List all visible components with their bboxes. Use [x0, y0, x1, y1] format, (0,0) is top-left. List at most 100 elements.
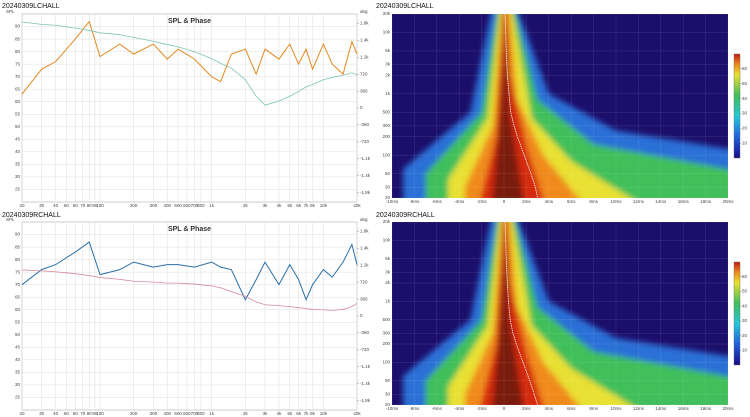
- x-tick-label: 30: [39, 203, 45, 208]
- x-tick-label: 700: [191, 203, 199, 208]
- x-tick-label: 20: [19, 411, 25, 416]
- y2-tick-label: 720: [360, 279, 368, 284]
- y-tick-label: 20: [385, 195, 391, 200]
- panel-header: 20240309RCHALL: [2, 212, 61, 219]
- y2-tick-label: 360: [360, 296, 368, 301]
- y-tick-label: 65: [15, 294, 21, 299]
- y-tick-label: 60: [15, 307, 21, 312]
- colorbar-tick-label: 20: [742, 333, 748, 338]
- heatmap: [392, 14, 728, 198]
- y-tick-label: 50: [385, 171, 391, 176]
- heatmap-energy: [403, 14, 728, 198]
- x-tick-label: 6ms: [567, 406, 576, 411]
- y2-tick-label: -360: [360, 122, 370, 127]
- colorbar-tick-label: 10: [742, 140, 748, 145]
- x-tick-label: 14ms: [655, 406, 667, 411]
- colorbar-tick-label: 50: [742, 81, 748, 86]
- x-tick-label: 20ms: [722, 406, 734, 411]
- y-tick-label: 100: [382, 152, 390, 157]
- x-tick-label: 16ms: [678, 199, 690, 204]
- energy-region: [480, 222, 544, 405]
- x-tick-label: 8k: [310, 411, 316, 416]
- y2-tick-label: 1.4k: [360, 246, 369, 251]
- x-tick-label: 100: [96, 203, 104, 208]
- heatmap-energy: [403, 222, 728, 405]
- y2-tick-label: -1.8k: [360, 190, 371, 195]
- x-tick-label: 2ms: [522, 406, 531, 411]
- y2-axis-label: deg: [360, 9, 368, 14]
- spectrogram-panel: -10ms -8ms -6ms -4ms -2ms 0 2ms 4ms 6ms 8ms 10ms 12…: [382, 219, 748, 411]
- y-tick-label: 75: [15, 61, 21, 66]
- y2-tick-label: -1.4k: [360, 173, 371, 178]
- energy-region: [492, 222, 524, 405]
- x-tick-label: 10k: [320, 203, 328, 208]
- colorbar: [733, 261, 741, 366]
- y-tick-label: 200: [382, 341, 390, 346]
- x-tick-label: 60: [73, 203, 79, 208]
- y-tick-label: 40: [15, 357, 21, 362]
- y-tick-label: 80: [15, 49, 21, 54]
- x-tick-label: 1k: [209, 411, 215, 416]
- colorbar-tick-label: 30: [742, 111, 748, 116]
- y-tick-label: 5k: [385, 256, 391, 261]
- y2-tick-label: -720: [360, 347, 370, 352]
- y-tick-label: 20: [385, 402, 391, 407]
- y-tick-label: 10k: [383, 30, 391, 35]
- x-tick-label: 40: [53, 411, 59, 416]
- x-tick-label: 12ms: [633, 199, 645, 204]
- x-tick-label: 20ms: [722, 199, 734, 204]
- y-tick-label: 85: [15, 36, 21, 41]
- x-tick-label: 90: [92, 203, 98, 208]
- colorbar-tick-label: 10: [742, 347, 748, 352]
- x-tick-label: 70: [80, 203, 86, 208]
- y-tick-label: 30: [385, 184, 391, 189]
- x-tick-label: 80: [87, 203, 93, 208]
- y2-axis-label: deg: [360, 217, 368, 222]
- x-tick-label: 5k: [287, 411, 293, 416]
- y2-tick-label: 0: [360, 105, 363, 110]
- y-tick-label: 200: [382, 134, 390, 139]
- x-tick-label: 700: [191, 411, 199, 416]
- y-tick-label: 20k: [383, 219, 391, 224]
- plot-title: SPL & Phase: [168, 18, 211, 25]
- series-line: [21, 21, 358, 106]
- x-tick-label: 2k: [243, 411, 249, 416]
- y-tick-label: 85: [15, 244, 21, 249]
- x-tick-label: 600: [183, 411, 191, 416]
- x-tick-label: 6k: [296, 203, 302, 208]
- y-tick-label: 50: [385, 378, 391, 383]
- panel-header: 20240309RCHALL: [376, 212, 435, 219]
- y2-tick-label: 0: [360, 313, 363, 318]
- x-tick-label: 10ms: [610, 199, 622, 204]
- y-tick-label: 75: [15, 269, 21, 274]
- x-tick-label: 30: [39, 411, 45, 416]
- x-tick-label: 90: [92, 411, 98, 416]
- y2-tick-label: 1.1k: [360, 54, 369, 59]
- x-tick-label: -10ms: [386, 406, 399, 411]
- x-tick-label: -4ms: [454, 406, 465, 411]
- colorbar-tick-label: 60: [742, 66, 748, 71]
- y-tick-label: 100: [382, 360, 390, 365]
- energy-region: [480, 14, 544, 198]
- x-tick-label: -8ms: [409, 406, 420, 411]
- colorbar-tick-label: 50: [742, 289, 748, 294]
- x-tick-label: 8ms: [589, 406, 598, 411]
- y-tick-label: 80: [15, 257, 21, 262]
- x-tick-label: -2ms: [477, 199, 488, 204]
- energy-region: [492, 14, 524, 198]
- x-tick-label: 2k: [243, 203, 249, 208]
- y-tick-label: 35: [15, 162, 21, 167]
- y2-tick-label: -1.8k: [360, 398, 371, 403]
- x-tick-label: 300: [150, 203, 158, 208]
- series-line: [21, 241, 358, 302]
- y-tick-label: 40: [15, 149, 21, 154]
- x-tick-label: 400: [164, 203, 172, 208]
- x-tick-label: 18ms: [700, 406, 712, 411]
- x-tick-label: 300: [150, 411, 158, 416]
- y-tick-label: 2k: [385, 280, 391, 285]
- y-tick-label: 2k: [385, 73, 391, 78]
- y2-tick-label: 360: [360, 88, 368, 93]
- y2-tick-label: -720: [360, 139, 370, 144]
